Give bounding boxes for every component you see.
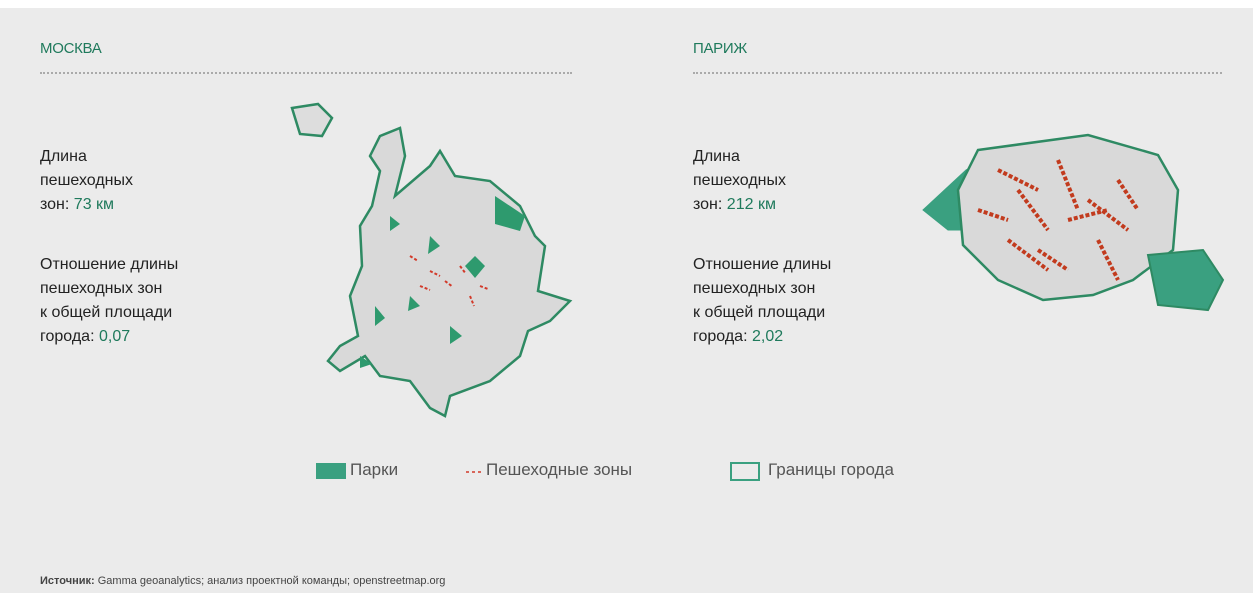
text-line: зон: bbox=[693, 196, 723, 213]
legend-swatch bbox=[466, 471, 484, 473]
legend-label: Границы города bbox=[768, 460, 894, 479]
source-text: Gamma geoanalytics; анализ проектной ком… bbox=[97, 575, 446, 587]
divider bbox=[693, 72, 1222, 74]
text-line: пешеходных зон bbox=[693, 280, 816, 297]
text-line: пешеходных bbox=[40, 172, 133, 189]
length-text: Длина пешеходных зон: 73 км bbox=[40, 145, 133, 217]
text-line: зон: bbox=[40, 196, 70, 213]
city-title: МОСКВА bbox=[40, 40, 102, 57]
length-text: Длина пешеходных зон: 212 км bbox=[693, 145, 786, 217]
moscow-map bbox=[290, 102, 573, 418]
value: 212 км bbox=[726, 196, 776, 213]
legend-swatch bbox=[730, 462, 760, 481]
text-line: Длина bbox=[693, 148, 740, 165]
text-line: города: bbox=[40, 328, 95, 345]
value: 0,07 bbox=[98, 328, 131, 345]
legend-swatch bbox=[316, 463, 346, 479]
value: 2,02 bbox=[751, 328, 784, 345]
text-line: к общей площади bbox=[693, 304, 826, 321]
text-line: города: bbox=[693, 328, 748, 345]
text-line: Отношение длины bbox=[693, 256, 832, 273]
text-line: пешеходных зон bbox=[40, 280, 163, 297]
text-line: к общей площади bbox=[40, 304, 173, 321]
legend-label: Парки bbox=[350, 460, 399, 479]
infographic: МОСКВА ПАРИЖ Длина пешеходных зон: 73 км О… bbox=[0, 8, 1253, 593]
text-line: Длина bbox=[40, 148, 87, 165]
source: Источник: Gamma geoanalytics; анализ про… bbox=[40, 575, 445, 587]
ratio-text: Отношение длины пешеходных зон к общей пло… bbox=[40, 253, 178, 349]
ratio-text: Отношение длины пешеходных зон к общей пло… bbox=[693, 253, 831, 349]
source-label: Источник: bbox=[40, 575, 95, 587]
text-line: Отношение длины bbox=[40, 256, 179, 273]
city-title: ПАРИЖ bbox=[693, 40, 747, 57]
text-line: пешеходных bbox=[693, 172, 786, 189]
value: 73 км bbox=[73, 196, 115, 213]
legend-label: Пешеходные зоны bbox=[486, 460, 633, 479]
paris-map bbox=[922, 133, 1225, 312]
divider bbox=[40, 72, 572, 74]
